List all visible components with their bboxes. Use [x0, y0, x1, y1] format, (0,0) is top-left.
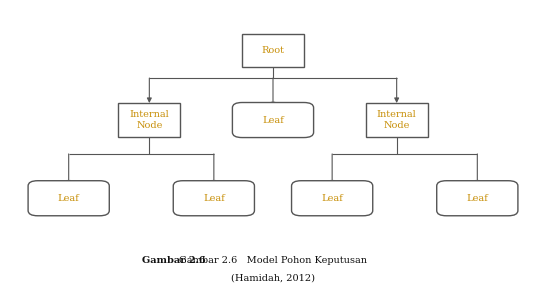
Text: Leaf: Leaf [203, 194, 225, 203]
Text: Internal
Node: Internal Node [129, 110, 169, 130]
Text: (Hamidah, 2012): (Hamidah, 2012) [231, 273, 315, 283]
FancyBboxPatch shape [437, 181, 518, 216]
FancyBboxPatch shape [292, 181, 373, 216]
Text: Root: Root [262, 46, 284, 55]
FancyBboxPatch shape [233, 103, 313, 138]
FancyBboxPatch shape [173, 181, 254, 216]
FancyBboxPatch shape [118, 103, 180, 137]
FancyBboxPatch shape [242, 34, 304, 67]
Text: Gambar 2.6   Model Pohon Keputusan: Gambar 2.6 Model Pohon Keputusan [179, 256, 367, 265]
Text: Internal
Node: Internal Node [377, 110, 417, 130]
FancyBboxPatch shape [28, 181, 109, 216]
Text: Leaf: Leaf [262, 116, 284, 125]
Text: Gambar 2.6: Gambar 2.6 [143, 256, 206, 265]
Text: Leaf: Leaf [58, 194, 80, 203]
FancyBboxPatch shape [366, 103, 428, 137]
Text: Leaf: Leaf [321, 194, 343, 203]
Text: Leaf: Leaf [466, 194, 488, 203]
